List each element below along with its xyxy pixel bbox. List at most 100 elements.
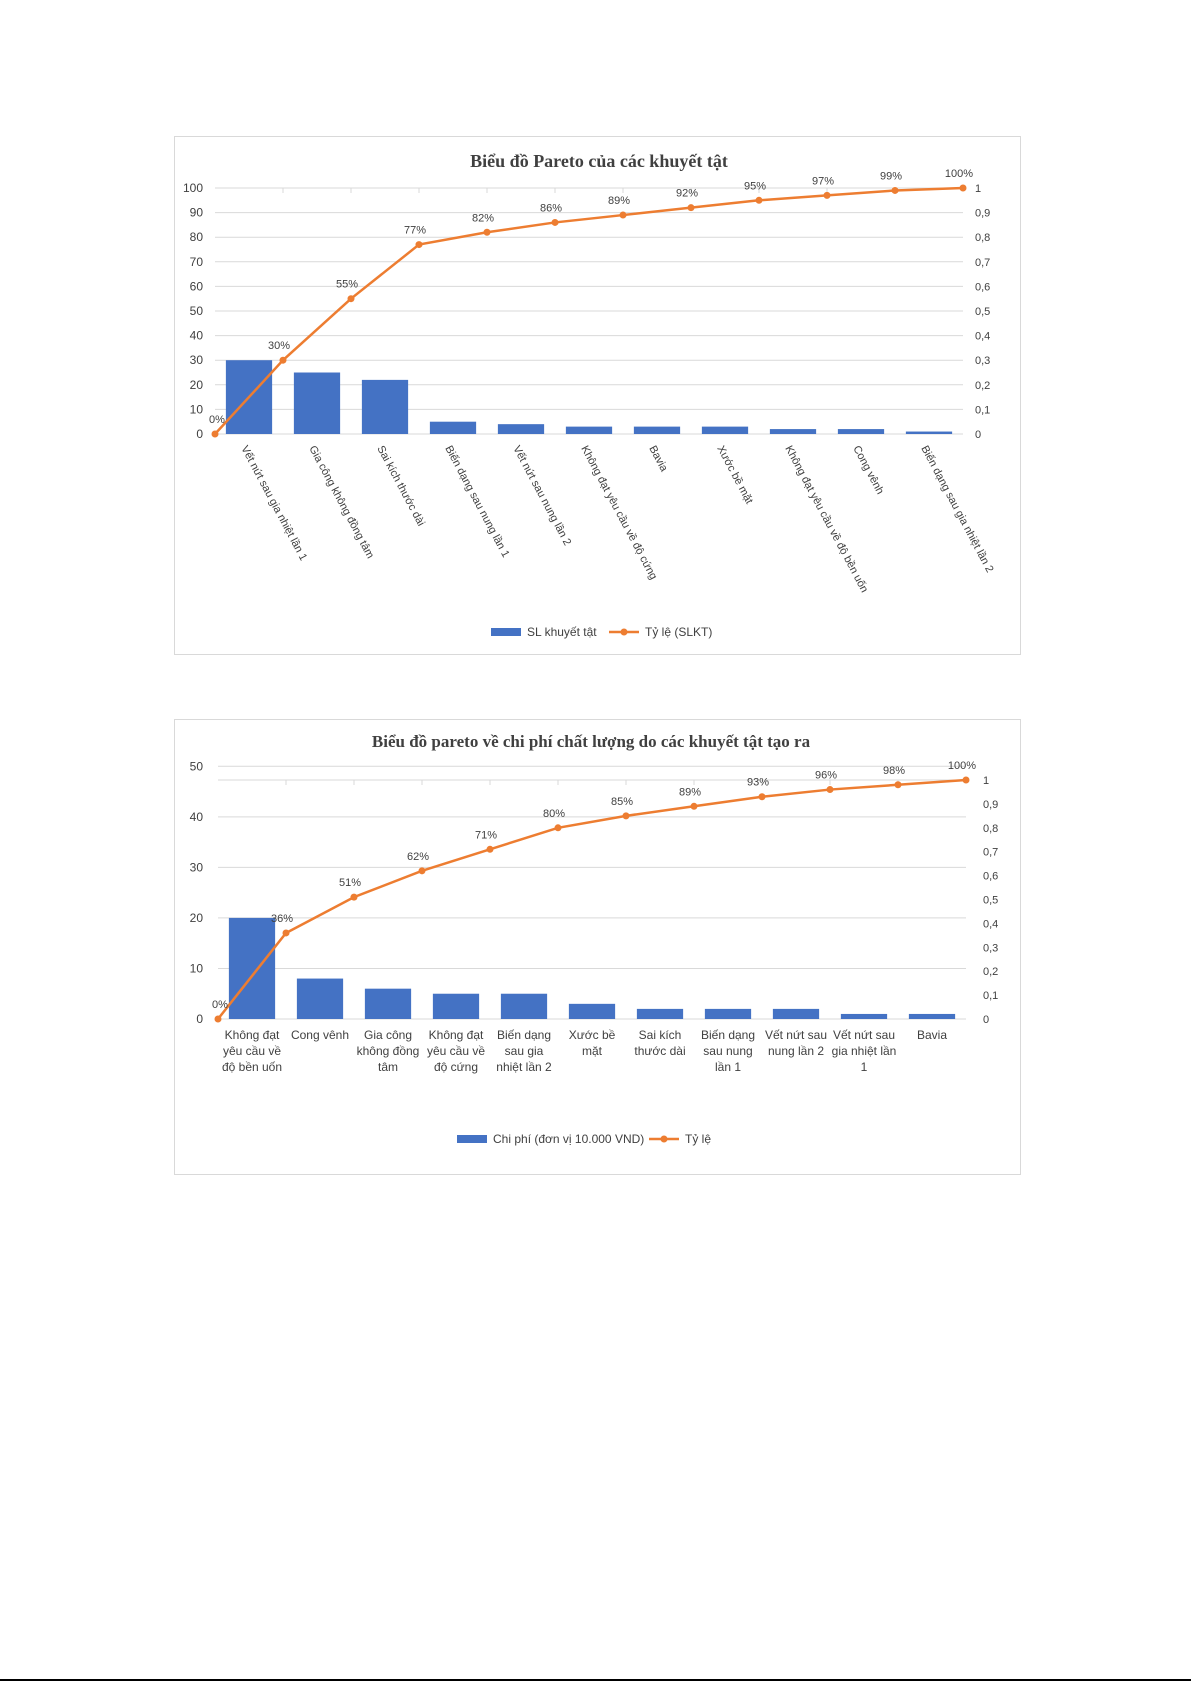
bar	[296, 978, 344, 1019]
y-left-tick-label: 100	[183, 181, 203, 195]
data-label: 89%	[608, 195, 630, 207]
x-category-label: yêu cầu về	[223, 1044, 281, 1058]
x-category-label: độ bền uốn	[222, 1060, 282, 1074]
y-left-tick-label: 0	[196, 427, 203, 441]
legend-label: Tỷ lệ (SLKT)	[645, 625, 712, 639]
y-right-tick-label: 0,2	[975, 380, 990, 392]
chart-canvas-defects: Biểu đồ Pareto của các khuyết tật0102030…	[183, 151, 996, 639]
line-point	[962, 776, 970, 784]
y-right-tick-label: 0,3	[975, 355, 990, 367]
data-label: 82%	[472, 212, 494, 224]
legend-swatch-marker	[620, 628, 628, 636]
bar	[908, 1013, 956, 1019]
y-left-tick-label: 40	[190, 329, 204, 343]
data-label: 92%	[676, 188, 698, 200]
data-label: 77%	[404, 225, 426, 237]
x-category-label: Biến dạng	[701, 1028, 755, 1042]
legend-label: Chi phí (đơn vị 10.000 VND)	[493, 1132, 644, 1146]
line-point	[282, 929, 290, 937]
y-left-tick-label: 30	[190, 860, 204, 874]
x-category-label: Bavia	[646, 444, 670, 475]
line-point	[486, 845, 494, 853]
bar	[905, 431, 953, 434]
line-point	[350, 893, 358, 901]
y-left-tick-label: 30	[190, 353, 204, 367]
y-right-tick-label: 0,1	[983, 990, 998, 1002]
bar	[840, 1013, 888, 1019]
data-label: 36%	[271, 913, 293, 925]
y-left-tick-label: 20	[190, 911, 204, 925]
x-category-label: Biến dạng sau nung lần 1	[442, 444, 511, 560]
legend-label: Tỷ lệ	[685, 1132, 711, 1146]
y-right-tick-label: 0,9	[975, 208, 990, 220]
x-category-label: nung lần 2	[768, 1044, 824, 1058]
x-category-label: nhiệt lần 2	[496, 1060, 552, 1074]
data-label: 0%	[209, 414, 225, 426]
line-point	[483, 228, 491, 236]
legend-label: SL khuyết tật	[527, 625, 597, 639]
y-right-tick-label: 0,6	[983, 871, 998, 883]
line-point	[690, 802, 698, 810]
line-point	[826, 786, 834, 794]
bar	[772, 1008, 820, 1019]
line-point	[619, 211, 627, 219]
bar	[769, 429, 817, 434]
x-category-label: Không đạt yêu cầu về độ bền uốn	[782, 444, 870, 595]
data-label: 100%	[945, 168, 973, 180]
y-left-tick-label: 10	[190, 961, 204, 975]
data-label: 97%	[812, 175, 834, 187]
x-category-label: Không đạt	[225, 1028, 280, 1042]
x-category-label: yêu cầu về	[427, 1044, 485, 1058]
y-right-tick-label: 0,9	[983, 799, 998, 811]
line-point	[347, 295, 355, 303]
data-label: 96%	[815, 770, 837, 782]
bar	[633, 426, 681, 434]
y-right-tick-label: 0	[983, 1014, 989, 1026]
data-label: 71%	[475, 829, 497, 841]
data-label: 93%	[747, 777, 769, 789]
line-point	[211, 430, 219, 438]
x-category-label: độ cứng	[434, 1060, 478, 1074]
line-point	[891, 186, 899, 194]
pareto-chart-defects: Biểu đồ Pareto của các khuyết tật 0 10 20 30…	[174, 136, 1021, 655]
legend-swatch-bars	[491, 628, 521, 636]
line-point	[214, 1015, 222, 1023]
x-category-label: Vết nứt sau	[833, 1028, 895, 1042]
y-right-tick-label: 0,2	[983, 966, 998, 978]
bar	[500, 993, 548, 1019]
line-point	[279, 356, 287, 364]
data-label: 30%	[268, 340, 290, 352]
x-category-label: 1	[861, 1060, 868, 1074]
line-point	[894, 781, 902, 789]
y-left-tick-label: 70	[190, 255, 204, 269]
x-category-label: Gia công không đồng tâm	[306, 444, 376, 561]
data-label: 98%	[883, 765, 905, 777]
y-right-tick-label: 1	[975, 183, 981, 195]
data-label: 99%	[880, 170, 902, 182]
x-category-label: lần 1	[715, 1060, 741, 1074]
bar	[361, 379, 409, 434]
line-point	[415, 241, 423, 249]
y-left-tick-label: 90	[190, 206, 204, 220]
x-category-label: Sai kích thước dài	[374, 444, 426, 528]
y-right-tick-label: 0,4	[983, 918, 998, 930]
y-left-tick-label: 10	[190, 402, 204, 416]
bar	[701, 426, 749, 434]
x-category-label: Vết nứt sau	[765, 1028, 827, 1042]
line-point	[959, 184, 967, 192]
page-bottom-edge	[0, 1679, 1191, 1681]
x-category-label: Cong vênh	[291, 1028, 349, 1042]
y-left-tick-label: 60	[190, 279, 204, 293]
data-label: 100%	[948, 760, 976, 772]
data-label: 51%	[339, 877, 361, 889]
y-left-tick-label: 50	[190, 304, 204, 318]
pareto-chart-quality-cost: Biểu đồ pareto về chi phí chất lượng do …	[174, 719, 1021, 1175]
line-point	[551, 218, 559, 226]
x-category-label: Cong vênh	[850, 444, 886, 497]
data-label: 55%	[336, 279, 358, 291]
bar	[636, 1008, 684, 1019]
chart-canvas-quality-cost: Biểu đồ pareto về chi phí chất lượng do …	[190, 732, 999, 1146]
chart-title: Biểu đồ pareto về chi phí chất lượng do …	[372, 732, 811, 751]
y-left-tick-label: 50	[190, 759, 204, 773]
x-category-label: Gia công	[364, 1028, 412, 1042]
